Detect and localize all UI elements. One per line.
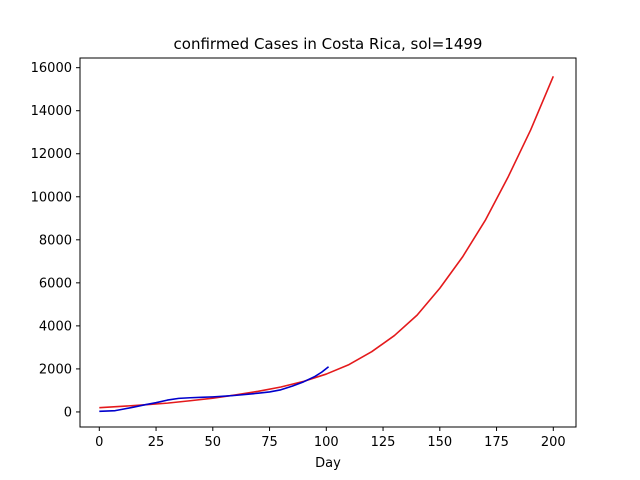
x-tick-label: 150 [427,435,452,450]
x-tick-label: 175 [484,435,509,450]
y-tick-label: 2000 [39,362,72,377]
series-line-blue [99,366,330,413]
x-tick-label: 0 [95,435,103,450]
x-axis: 0 25 50 75 100 125 150 175 200 [95,427,566,450]
x-tick-label: 125 [371,435,396,450]
x-tick-label: 50 [205,435,222,450]
x-tick-label: 75 [261,435,278,450]
x-axis-label: Day [315,456,341,471]
x-tick-label: 25 [148,435,165,450]
y-tick-label: 10000 [31,190,72,205]
y-tick-label: 14000 [31,104,72,119]
x-tick-label: 100 [314,435,339,450]
y-tick-label: 16000 [31,61,72,76]
series-line-red [99,75,555,409]
x-tick-label: 200 [541,435,566,450]
y-tick-label: 4000 [39,319,72,334]
series-layer [99,75,555,413]
y-axis: 0 2000 4000 6000 8000 10000 12000 14000 16000 [31,61,80,420]
plot-frame [79,57,577,428]
y-tick-label: 8000 [39,233,72,248]
y-tick-label: 12000 [31,147,72,162]
y-tick-label: 6000 [39,276,72,291]
chart-title: confirmed Cases in Costa Rica, sol=1499 [174,35,483,53]
y-tick-label: 0 [64,405,72,420]
